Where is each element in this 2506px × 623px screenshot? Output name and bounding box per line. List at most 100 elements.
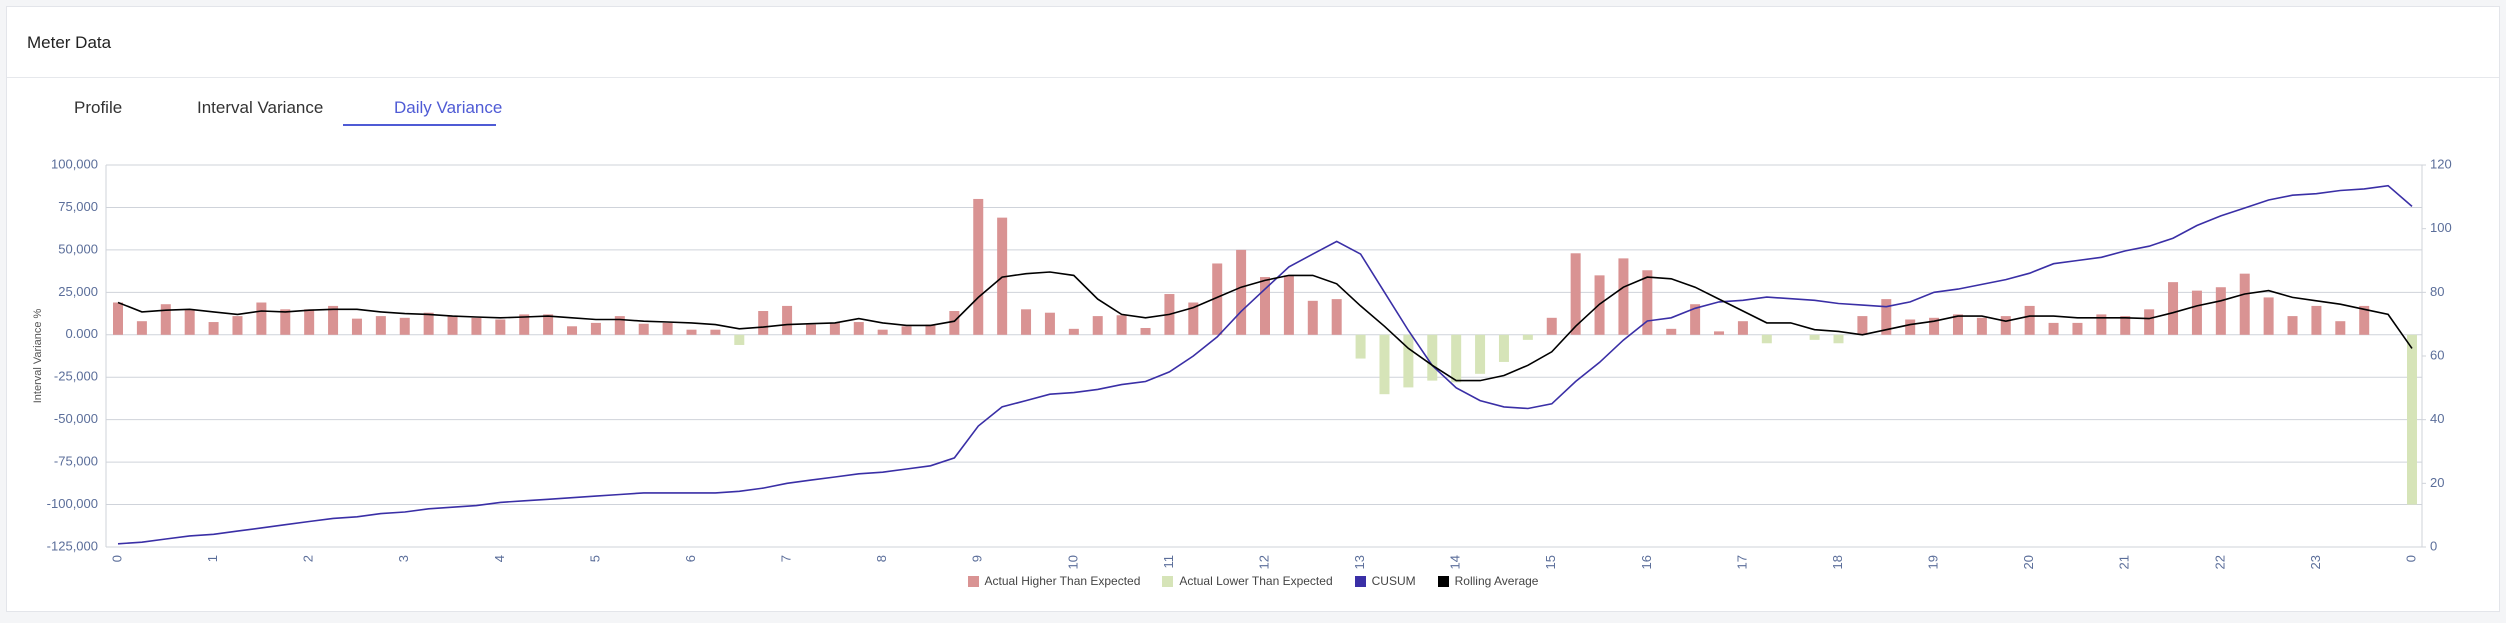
bar: [136, 321, 147, 335]
y2-tick-label: 120: [2430, 156, 2452, 171]
legend-label: Actual Lower Than Expected: [1179, 574, 1333, 588]
bar: [160, 304, 171, 335]
bar: [2168, 282, 2179, 335]
bar: [1546, 317, 1557, 335]
x-tick-label: 15: [1543, 555, 1558, 569]
card-header: Meter Data: [7, 7, 2499, 78]
x-tick-label: 18: [1830, 555, 1845, 569]
bar: [638, 323, 649, 335]
bar: [1642, 270, 1653, 335]
x-tick-label: 5: [587, 555, 602, 562]
bar: [805, 324, 816, 335]
bar: [1475, 334, 1486, 374]
bar: [1498, 334, 1509, 362]
y-tick-label: 50,000: [58, 241, 98, 256]
bar: [590, 322, 601, 335]
bar: [829, 322, 840, 335]
bar: [2215, 287, 2226, 335]
legend-item[interactable]: Rolling Average: [1437, 574, 1539, 588]
x-tick-label: 1: [205, 555, 220, 562]
bar: [328, 305, 339, 335]
bar: [1570, 253, 1581, 335]
bar: [1690, 304, 1701, 335]
card-title: Meter Data: [27, 33, 112, 52]
y-tick-label: -75,000: [54, 454, 98, 469]
bar: [495, 319, 506, 335]
bar: [1236, 249, 1247, 335]
bar: [1666, 328, 1677, 335]
bar: [2048, 322, 2059, 335]
tab[interactable]: Daily Variance: [394, 98, 503, 117]
bar: [1427, 334, 1438, 381]
y-tick-label: -100,000: [47, 496, 98, 511]
bar: [925, 324, 936, 335]
bar: [256, 302, 267, 335]
bar: [1451, 334, 1462, 383]
y2-tick-label: 20: [2430, 475, 2444, 490]
legend-label: Actual Higher Than Expected: [984, 574, 1141, 588]
y-tick-label: -25,000: [54, 369, 98, 384]
bar: [1092, 316, 1103, 335]
x-tick-label: 19: [1926, 555, 1941, 569]
bar: [973, 198, 984, 335]
legend-item[interactable]: Actual Lower Than Expected: [1162, 574, 1333, 588]
bar: [2311, 305, 2322, 335]
y2-tick-label: 60: [2430, 347, 2444, 362]
y-tick-label: 25,000: [58, 284, 98, 299]
bar: [1857, 316, 1868, 335]
bar: [1212, 263, 1223, 335]
tab[interactable]: Profile: [74, 98, 123, 117]
legend-swatch: [967, 575, 979, 587]
bar: [1044, 312, 1055, 335]
legend-label: CUSUM: [1371, 574, 1416, 588]
x-tick-label: 16: [1639, 555, 1654, 569]
bar: [2191, 290, 2202, 335]
bar: [2120, 316, 2131, 335]
bar: [2287, 316, 2298, 335]
x-tick-label: 12: [1256, 555, 1271, 569]
bar: [614, 316, 625, 335]
bar: [2000, 316, 2011, 335]
x-tick-label: 21: [2117, 555, 2132, 569]
tab[interactable]: Interval Variance: [197, 98, 324, 117]
bar: [304, 309, 315, 335]
x-tick-label: 3: [396, 555, 411, 562]
bar: [423, 312, 434, 335]
bar: [1522, 334, 1533, 340]
bar: [662, 322, 673, 335]
bar: [1976, 317, 1987, 335]
bar: [208, 322, 219, 335]
line: [117, 271, 2413, 382]
bar: [1140, 327, 1151, 335]
bar: [2239, 273, 2250, 335]
x-tick-label: 17: [1734, 555, 1749, 569]
bar: [471, 317, 482, 335]
y-tick-label: 0.000: [65, 326, 98, 341]
bar: [1331, 299, 1342, 335]
bar: [184, 309, 195, 335]
bar: [1881, 299, 1892, 335]
y-tick-label: 75,000: [58, 199, 98, 214]
bar: [113, 302, 123, 335]
bar: [901, 326, 912, 335]
bar: [2024, 305, 2035, 335]
bar: [1283, 275, 1294, 335]
x-tick-label: 23: [2308, 555, 2323, 569]
bar: [710, 329, 721, 335]
bar: [399, 317, 410, 335]
legend-item[interactable]: Actual Higher Than Expected: [967, 574, 1141, 588]
y2-tick-label: 100: [2430, 220, 2452, 235]
legend-swatch: [1162, 575, 1174, 587]
legend-label: Rolling Average: [1454, 574, 1539, 588]
bar: [351, 318, 362, 335]
bar: [232, 316, 243, 335]
legend-item[interactable]: CUSUM: [1354, 574, 1416, 588]
bar: [2359, 305, 2370, 335]
x-tick-label: 13: [1352, 555, 1367, 569]
x-tick-label: 11: [1161, 555, 1176, 569]
x-tick-label: 0: [109, 555, 124, 562]
bar: [758, 311, 769, 335]
bar: [877, 329, 888, 335]
x-tick-label: 14: [1448, 555, 1463, 569]
